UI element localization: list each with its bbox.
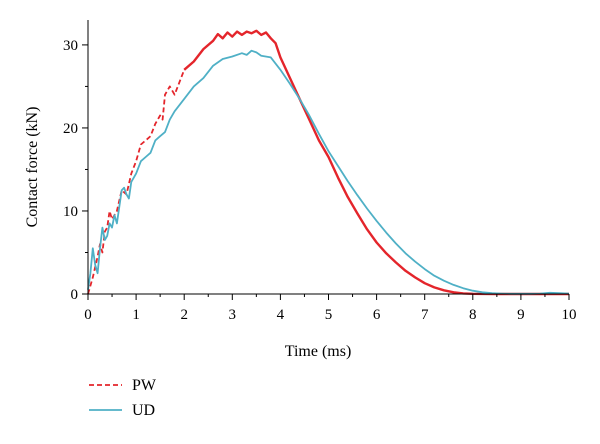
y-axis-label: Contact force (kN) (24, 107, 41, 228)
plot-area (87, 29, 570, 296)
x-tick-label: 1 (132, 307, 140, 323)
x-tick-label: 2 (180, 307, 188, 323)
x-tick-label: 6 (373, 307, 381, 323)
axes: 0 1 2 3 4 5 6 7 8 9 10 0 10 20 30 (63, 20, 577, 323)
legend-label-pw: PW (132, 377, 157, 394)
x-tick-label: 8 (469, 307, 477, 323)
x-tick-label: 3 (229, 307, 237, 323)
x-tick-label: 4 (277, 307, 285, 323)
legend-item-ud: UD (89, 402, 155, 419)
y-tick-label: 20 (63, 121, 78, 137)
legend-label-ud: UD (132, 402, 155, 419)
x-tick-label: 5 (325, 307, 333, 323)
series-ud-line (87, 49, 570, 295)
series-pw-dashed-line (87, 69, 186, 295)
x-tick-label: 10 (562, 307, 577, 323)
x-axis-label: Time (ms) (285, 343, 352, 360)
y-tick-label: 0 (71, 287, 79, 303)
series-pw-solid-line (183, 29, 569, 296)
y-tick-label: 10 (63, 204, 78, 220)
x-tick-label: 0 (84, 307, 92, 323)
series-ud (87, 49, 570, 295)
legend-item-pw: PW (89, 377, 157, 394)
legend: PW UD (89, 377, 157, 419)
x-tick-label: 9 (517, 307, 525, 323)
series-pw (87, 29, 569, 296)
y-tick-label: 30 (63, 38, 78, 54)
x-tick-label: 7 (421, 307, 429, 323)
